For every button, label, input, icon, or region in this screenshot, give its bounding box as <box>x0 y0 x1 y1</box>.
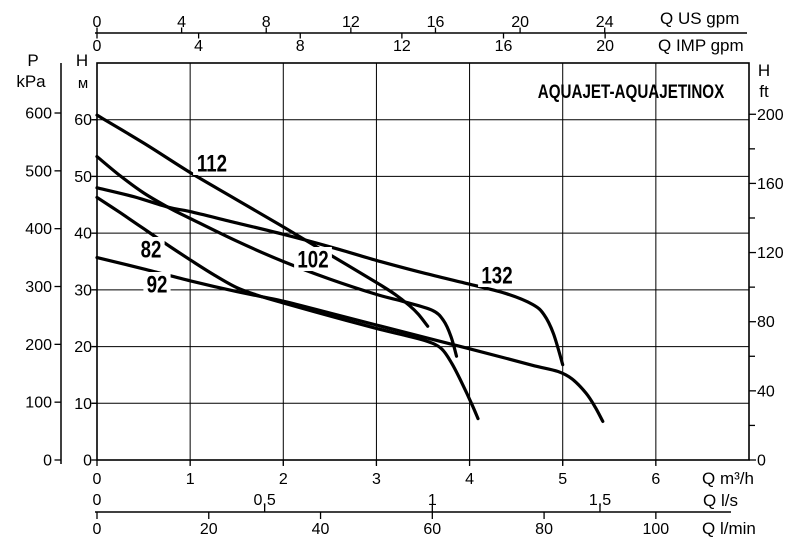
curve-label-92: 92 <box>147 271 168 298</box>
curve-label-102: 102 <box>297 246 328 273</box>
imp-gpm-tick-label-8: 8 <box>296 38 305 55</box>
ls-tick-label-1,5: 1,5 <box>589 492 611 509</box>
curve-label-82: 82 <box>141 236 162 263</box>
chart-title: AQUAJET-AQUAJETINOX <box>538 80 725 102</box>
lmin-tick-label-80: 80 <box>535 521 553 538</box>
head-m-tick-label-60: 60 <box>74 112 92 129</box>
head-ft-tick-label-120: 120 <box>757 245 784 262</box>
head-m-tick-label-20: 20 <box>74 339 92 356</box>
curve-label-halo-112 <box>193 151 231 175</box>
pump-curve-82 <box>95 195 480 421</box>
head-ft-axis-title-ft: ft <box>759 82 769 101</box>
pump-curve-132 <box>95 186 565 367</box>
kpa-tick-label-600: 600 <box>25 106 52 123</box>
m3h-tick-label-1: 1 <box>186 471 195 488</box>
m3h-tick-label-2: 2 <box>279 471 288 488</box>
head-axis-title-h: H <box>76 51 88 70</box>
plot-border <box>96 62 750 461</box>
imp-gpm-tick-label-16: 16 <box>495 38 513 55</box>
axis-title-us-gpm: Q US gpm <box>660 9 739 28</box>
imp-gpm-tick-label-12: 12 <box>393 38 411 55</box>
kpa-tick-label-300: 300 <box>25 279 52 296</box>
head-ft-axis-title-h: H <box>758 61 770 80</box>
head-m-tick-label-40: 40 <box>74 226 92 243</box>
curve-label-112: 112 <box>197 150 227 177</box>
imp-gpm-tick-label-0: 0 <box>93 38 102 55</box>
m3h-tick-label-5: 5 <box>558 471 567 488</box>
curve-label-halo-102 <box>294 247 332 271</box>
lmin-tick-label-40: 40 <box>312 521 330 538</box>
axis-title-m3h: Q m³/h <box>702 469 754 488</box>
kpa-tick-label-500: 500 <box>25 163 52 180</box>
axis-title-lmin: Q l/min <box>702 519 756 538</box>
axis-title-ls: Q l/s <box>703 491 738 510</box>
kpa-tick-label-100: 100 <box>25 395 52 412</box>
kpa-tick-label-200: 200 <box>25 337 52 354</box>
kpa-tick-label-0: 0 <box>43 453 52 470</box>
lmin-tick-label-60: 60 <box>423 521 441 538</box>
head-ft-tick-label-80: 80 <box>757 314 775 331</box>
curve-label-132: 132 <box>481 262 512 289</box>
imp-gpm-tick-label-20: 20 <box>596 38 614 55</box>
head-m-tick-label-0: 0 <box>83 453 92 470</box>
head-m-tick-label-30: 30 <box>74 282 92 299</box>
us-gpm-tick-label-24: 24 <box>596 14 614 31</box>
curve-label-halo-132 <box>478 263 516 287</box>
head-ft-tick-label-200: 200 <box>757 107 784 124</box>
pressure-axis-title-kpa: kPa <box>16 72 46 91</box>
m3h-tick-label-6: 6 <box>651 471 660 488</box>
head-m-tick-label-50: 50 <box>74 169 92 186</box>
kpa-tick-label-400: 400 <box>25 221 52 238</box>
head-ft-tick-label-0: 0 <box>757 453 766 470</box>
us-gpm-tick-label-20: 20 <box>511 14 529 31</box>
curve-label-halo-82 <box>137 237 165 261</box>
m3h-tick-label-0: 0 <box>93 471 102 488</box>
imp-gpm-tick-label-4: 4 <box>194 38 203 55</box>
lmin-tick-label-20: 20 <box>200 521 218 538</box>
pressure-axis-title-p: P <box>27 51 38 70</box>
us-gpm-tick-label-4: 4 <box>177 14 186 31</box>
axis-title-imp-gpm: Q IMP gpm <box>658 36 744 55</box>
us-gpm-tick-label-16: 16 <box>427 14 445 31</box>
ls-tick-label-0,5: 0,5 <box>254 492 276 509</box>
head-ft-tick-label-40: 40 <box>757 383 775 400</box>
us-gpm-tick-label-0: 0 <box>93 14 102 31</box>
ls-tick-label-1: 1 <box>428 492 437 509</box>
us-gpm-tick-label-8: 8 <box>262 14 271 31</box>
pump-curve-92 <box>95 255 605 423</box>
head-m-tick-label-10: 10 <box>74 396 92 413</box>
head-axis-title-m: м <box>78 75 88 92</box>
lmin-tick-label-100: 100 <box>643 521 670 538</box>
curve-label-halo-92 <box>143 272 171 296</box>
head-ft-tick-label-160: 160 <box>757 176 784 193</box>
lmin-tick-label-0: 0 <box>93 521 102 538</box>
us-gpm-tick-label-12: 12 <box>342 14 360 31</box>
m3h-tick-label-4: 4 <box>465 471 474 488</box>
m3h-tick-label-3: 3 <box>372 471 381 488</box>
ls-tick-label-0: 0 <box>93 492 102 509</box>
